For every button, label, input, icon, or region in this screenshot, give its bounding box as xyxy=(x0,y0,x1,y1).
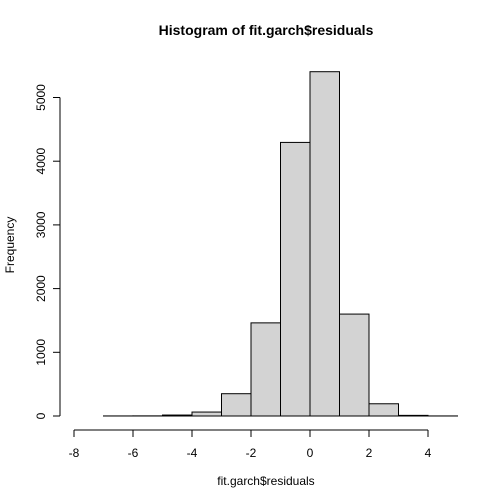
histogram-bar xyxy=(221,393,252,417)
y-tick-label: 5000 xyxy=(34,84,48,111)
histogram-bar xyxy=(339,313,370,417)
x-axis-label: fit.garch$residuals xyxy=(217,474,314,488)
histogram-bar xyxy=(162,414,193,417)
histogram-bar xyxy=(250,322,281,417)
y-tick-label: 1000 xyxy=(34,339,48,366)
x-axis: -8 -6 -4 -2 0 2 4 xyxy=(69,429,432,460)
chart-title: Histogram of fit.garch$residuals xyxy=(159,22,374,38)
y-axis: 0 1000 2000 3000 4000 5000 xyxy=(34,84,61,419)
y-tick-label: 0 xyxy=(34,412,48,419)
x-tick-label: -6 xyxy=(128,446,139,460)
histogram-bar xyxy=(280,141,311,417)
x-tick-label: -2 xyxy=(246,446,257,460)
x-tick-label: 2 xyxy=(366,446,373,460)
histogram-bar xyxy=(191,411,222,417)
y-axis-label: Frequency xyxy=(3,217,17,274)
histogram-bar xyxy=(368,403,399,417)
x-tick-label: 4 xyxy=(425,446,432,460)
y-tick-label: 3000 xyxy=(34,211,48,238)
bars-group xyxy=(103,71,458,417)
x-tick-label: 0 xyxy=(307,446,314,460)
histogram-bar xyxy=(398,414,429,417)
y-tick-label: 4000 xyxy=(34,148,48,175)
x-tick-label: -8 xyxy=(69,446,80,460)
histogram-bar xyxy=(309,71,340,417)
y-tick-label: 2000 xyxy=(34,275,48,302)
x-tick-label: -4 xyxy=(187,446,198,460)
